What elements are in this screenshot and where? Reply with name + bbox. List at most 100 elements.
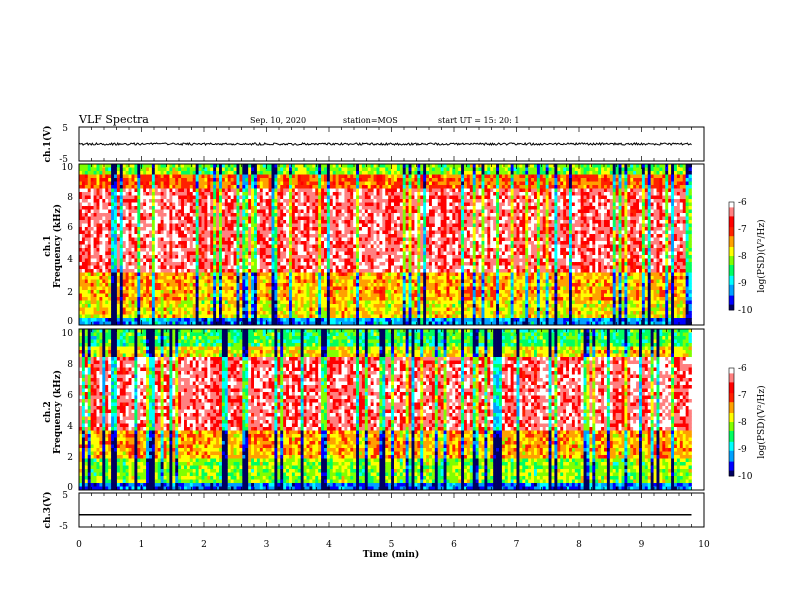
ch1-spectrogram-cell	[245, 279, 249, 284]
ch1-spectrogram-cell	[361, 251, 366, 256]
ch1-spectrogram-cell	[373, 227, 377, 231]
ch1-spectrogram-cell	[385, 293, 389, 298]
ch1-spectrogram-cell	[108, 300, 112, 305]
ch1-spectrogram-cell	[146, 188, 150, 193]
ch1-spectrogram-cell	[251, 290, 255, 294]
ch1-spectrogram-cell	[385, 188, 389, 193]
ch1-spectrogram-cell	[81, 181, 86, 186]
ch1-spectrogram-cell	[277, 192, 281, 196]
ch1-spectrogram-cell	[93, 244, 97, 249]
ch1-spectrogram-cell	[350, 234, 354, 238]
ch1-spectrogram-cell	[309, 171, 313, 175]
ch1-spectrogram-cell	[198, 293, 202, 298]
ch1-spectrogram-cell	[81, 279, 86, 284]
ch1-spectrogram-cell	[265, 202, 269, 207]
ch1-spectrogram-cell	[236, 244, 240, 249]
ch1-spectrogram-cell	[192, 199, 197, 203]
ch1-spectrogram-cell	[373, 286, 377, 291]
ch1-spectrogram-cell	[321, 314, 325, 319]
ch1-spectrogram-cell	[131, 241, 135, 245]
ch1-spectrogram-cell	[189, 227, 194, 231]
ch1-spectrogram-cell	[227, 251, 232, 256]
ch1-spectrogram-cell	[157, 272, 162, 277]
ch1-spectrogram-cell	[303, 276, 307, 280]
ch1-spectrogram-cell	[102, 265, 106, 270]
ch1-spectrogram-cell	[184, 241, 188, 245]
ch1-spectrogram-cell	[344, 171, 348, 175]
ch1-spectrogram-cell	[274, 265, 278, 270]
ch1-spectrogram-cell	[248, 304, 252, 308]
ch1-spectrogram-cell	[154, 258, 159, 263]
ch1-spectrogram-cell	[192, 192, 197, 196]
ch1-spectrogram-cell	[338, 216, 342, 221]
ch1-spectrogram-cell	[259, 304, 264, 308]
ch1-spectrogram-cell	[207, 307, 211, 312]
ch1-spectrogram-cell	[303, 251, 307, 256]
ch1-spectrogram-cell	[157, 304, 162, 308]
ch1-spectrogram-cell	[268, 209, 272, 214]
ch1-spectrogram-cell	[221, 304, 226, 308]
ch1-spectrogram-cell	[236, 272, 240, 277]
ch1-spectrogram-cell	[119, 262, 124, 266]
ch1-spectrogram-cell	[335, 181, 339, 186]
ch1-spectrogram-cell	[318, 209, 322, 214]
ch1-spectrogram-cell	[300, 171, 304, 175]
ch1-spectrogram-cell	[131, 178, 135, 182]
ch1-spectrogram-cell	[233, 286, 237, 291]
ch1-spectrogram-cell	[175, 265, 179, 270]
ch1-spectrogram-cell	[128, 258, 132, 263]
ch1-spectrogram-cell	[361, 216, 366, 221]
ch1-spectrogram-cell	[108, 304, 112, 308]
ch1-spectrogram-cell	[219, 237, 223, 242]
ch1-spectrogram-cell	[300, 234, 304, 238]
ch1-spectrogram-cell	[300, 307, 304, 312]
ch1-spectrogram-cell	[289, 293, 293, 298]
ch1-spectrogram-cell	[186, 283, 191, 287]
ch1-spectrogram-cell	[259, 220, 264, 224]
ch1-spectrogram-cell	[169, 206, 173, 210]
ch1-spectrogram-cell	[309, 164, 313, 168]
ch1-spectrogram-cell	[376, 213, 380, 217]
ch1-spectrogram-cell	[96, 220, 100, 224]
ch1-spectrogram-cell	[166, 251, 170, 256]
ch1-spectrogram-cell	[347, 195, 351, 200]
ch1-spectrogram-cell	[268, 286, 272, 291]
ch1-spectrogram-cell	[239, 244, 243, 249]
ch1-spectrogram-cell	[108, 272, 112, 277]
ch1-spectrogram-cell	[96, 188, 100, 193]
ch1-spectrogram-cell	[251, 300, 255, 305]
ch1-spectrogram-cell	[259, 185, 264, 189]
ch1-spectrogram-cell	[370, 244, 374, 249]
ch1-spectrogram-cell	[242, 265, 246, 270]
ch1-spectrogram-cell	[367, 237, 372, 242]
ch1-spectrogram-cell	[143, 237, 147, 242]
ch1-spectrogram-cell	[370, 185, 374, 189]
ch1-spectrogram-cell	[210, 178, 214, 182]
ch1-spectrogram-cell	[230, 251, 234, 256]
ch1-spectrogram-cell	[239, 185, 243, 189]
ch1-spectrogram-cell	[338, 230, 342, 235]
ch1-spectrogram-cell	[283, 199, 287, 203]
ch1-spectrogram-cell	[294, 167, 299, 172]
ch1-spectrogram-cell	[294, 164, 299, 168]
ch1-spectrogram-cell	[166, 265, 170, 270]
ch1-spectrogram-cell	[256, 227, 261, 231]
ch1-spectrogram-cell	[236, 227, 240, 231]
ch1-spectrogram-cell	[210, 258, 214, 263]
ch1-spectrogram-cell	[265, 311, 269, 315]
ch1-spectrogram-cell	[216, 244, 220, 249]
ch1-spectrogram-cell	[87, 269, 92, 273]
ch1-spectrogram-cell	[259, 241, 264, 245]
ch1-spectrogram-cell	[219, 167, 223, 172]
ch1-spectrogram-cell	[262, 216, 267, 221]
ch1-spectrogram-cell	[172, 237, 176, 242]
ch1-spectrogram-cell	[236, 195, 240, 200]
ch1-spectrogram-cell	[224, 248, 229, 252]
ch1-spectrogram-cell	[353, 307, 357, 312]
ch1-spectrogram-cell	[315, 300, 319, 305]
ch1-spectrogram-cell	[81, 286, 86, 291]
ch1-spectrogram-cell	[359, 216, 363, 221]
ch1-spectrogram-cell	[166, 181, 170, 186]
ch1-spectrogram-cell	[140, 230, 144, 235]
ch1-spectrogram-cell	[175, 195, 179, 200]
